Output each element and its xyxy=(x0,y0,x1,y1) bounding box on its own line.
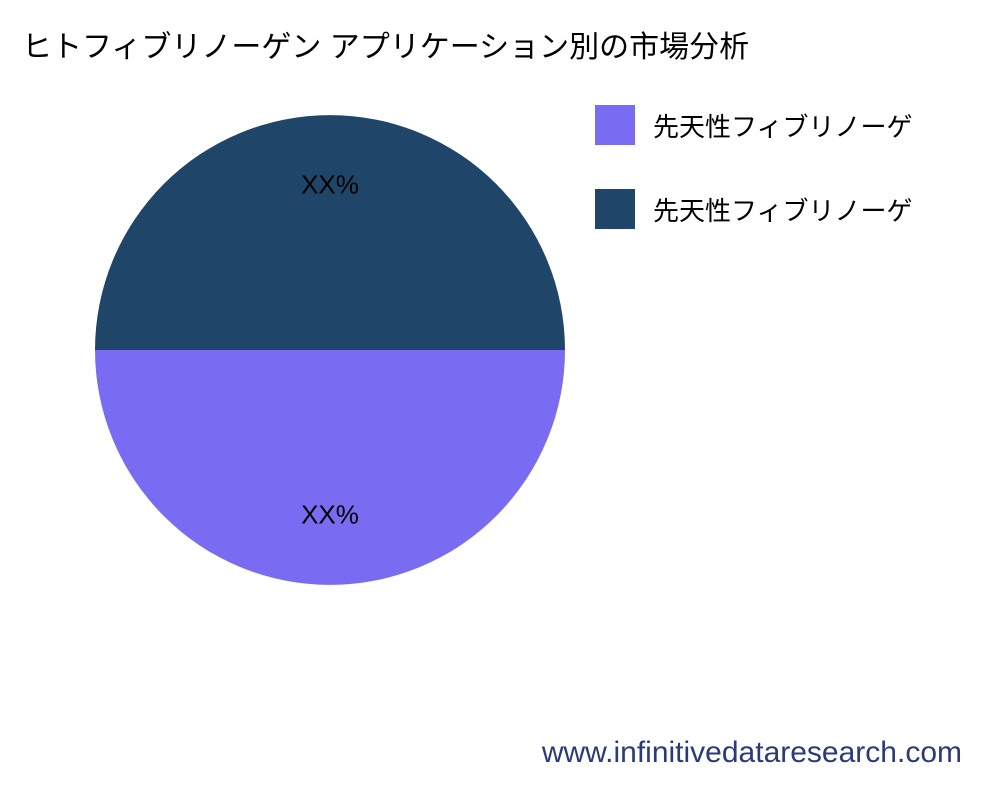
slice-label-bottom: XX% xyxy=(301,500,359,531)
footer-url: www.infinitivedataresearch.com xyxy=(542,736,962,770)
legend-label: 先天性フィブリノーゲ xyxy=(653,107,912,144)
pie-slice-top xyxy=(95,115,565,350)
legend-swatch xyxy=(595,189,635,229)
slice-label-top: XX% xyxy=(301,170,359,201)
pie-chart: XX% XX% xyxy=(95,115,565,585)
pie-slice-bottom xyxy=(95,350,565,585)
legend-item: 先天性フィブリノーゲ xyxy=(595,189,912,229)
legend-swatch xyxy=(595,105,635,145)
legend: 先天性フィブリノーゲ 先天性フィブリノーゲ xyxy=(595,105,912,273)
chart-title: ヒトフィブリノーゲン アプリケーション別の市場分析 xyxy=(22,22,749,66)
legend-label: 先天性フィブリノーゲ xyxy=(653,191,912,228)
legend-item: 先天性フィブリノーゲ xyxy=(595,105,912,145)
